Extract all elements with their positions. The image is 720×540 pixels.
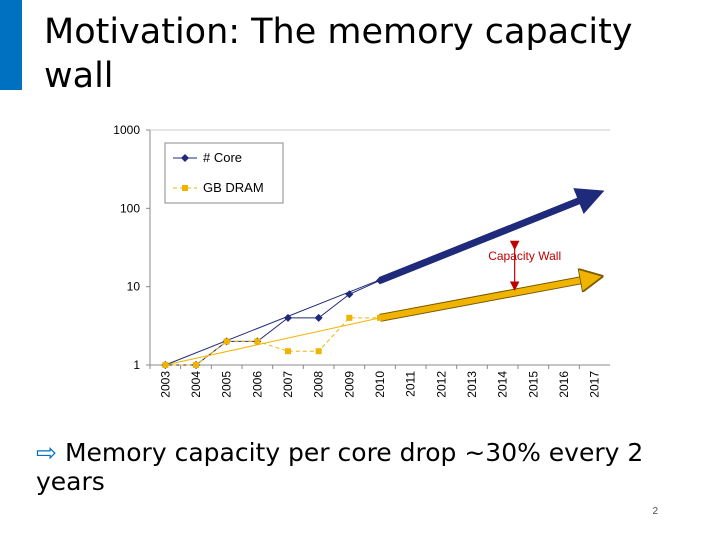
core-data-point xyxy=(345,290,354,299)
core-projection-arrow xyxy=(378,188,605,284)
x-tick-label: 2009 xyxy=(342,371,356,398)
dram-trend-line xyxy=(165,317,381,366)
bullet-item: ⇨ Memory capacity per core drop ~30% ever… xyxy=(36,438,720,496)
x-tick-label: 2005 xyxy=(220,371,234,398)
legend-dram-label: GB DRAM xyxy=(203,180,264,195)
y-tick-label: 10 xyxy=(127,280,141,294)
legend-core-label: # Core xyxy=(203,150,242,165)
dram-data-point xyxy=(223,338,230,345)
x-tick-label: 2014 xyxy=(496,371,510,398)
dram-data-point xyxy=(285,348,291,355)
x-tick-label: 2012 xyxy=(434,371,448,398)
x-tick-label: 2008 xyxy=(312,371,326,398)
x-tick-label: 2010 xyxy=(373,371,387,398)
dram-data-point xyxy=(162,362,169,368)
dram-data-point xyxy=(346,314,353,321)
y-tick-label: 1 xyxy=(133,358,140,372)
legend-core-marker xyxy=(181,154,189,162)
core-data-point xyxy=(376,276,384,285)
dram-data-point xyxy=(315,348,322,355)
legend-box xyxy=(164,142,284,204)
dram-data-point xyxy=(377,314,383,321)
x-tick-label: 2003 xyxy=(158,371,172,398)
x-tick-label: 2011 xyxy=(404,371,418,397)
page-number: 2 xyxy=(652,506,658,517)
dram-data-point xyxy=(254,338,261,345)
x-tick-label: 2007 xyxy=(281,371,295,398)
x-tick-label: 2004 xyxy=(189,371,203,398)
chart: 1 10 100 1000 2003 2004 2005 2006 2007 2008 2009 20… xyxy=(113,123,610,398)
x-tick-label: 2017 xyxy=(588,371,602,398)
y-tick-label: 100 xyxy=(120,201,140,215)
dram-data-line xyxy=(165,317,380,366)
accent-bar xyxy=(0,0,22,90)
legend-dram-marker xyxy=(182,185,188,191)
core-data-point xyxy=(284,313,292,322)
bullet-text: Memory capacity per core drop ~30% every… xyxy=(36,438,644,496)
hollow-right-arrow-icon: ⇨ xyxy=(36,438,57,467)
x-tick-label: 2013 xyxy=(465,371,479,398)
dram-projection-arrow xyxy=(379,278,595,321)
y-tick-label: 1000 xyxy=(113,123,140,137)
x-tick-label: 2006 xyxy=(250,371,264,398)
x-tick-label: 2015 xyxy=(526,371,540,398)
slide-title: Motivation: The memory capacity wall xyxy=(44,12,633,96)
dram-data-point xyxy=(193,362,199,368)
core-data-point xyxy=(314,313,323,322)
x-tick-label: 2016 xyxy=(557,371,571,398)
capacity-wall-label: Capacity Wall xyxy=(488,249,561,263)
chart-plot-area: 1 10 100 1000 2003 2004 2005 2006 2007 2008 2009 20… xyxy=(113,123,610,398)
